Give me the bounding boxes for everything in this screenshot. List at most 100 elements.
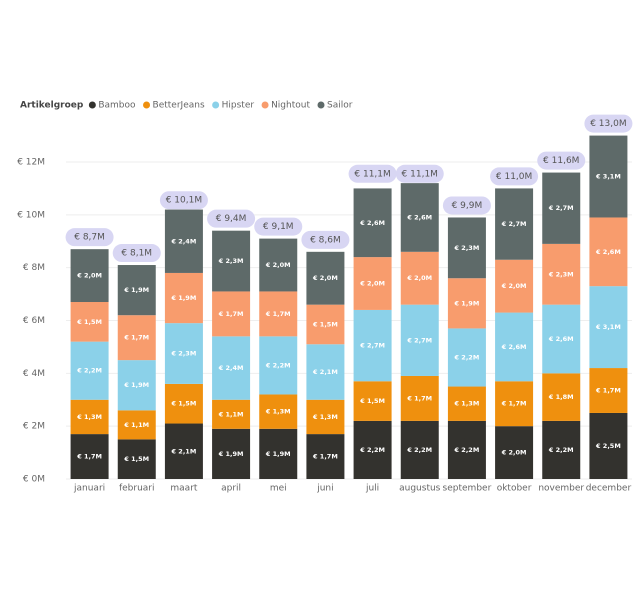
data-label: € 2,4M [171, 237, 197, 245]
data-label: € 2,0M [76, 272, 102, 280]
data-label: € 3,1M [595, 173, 621, 181]
legend-marker [261, 101, 269, 109]
bar-segment [164, 209, 203, 273]
bar-segment [70, 249, 109, 303]
bar-segment [495, 312, 534, 382]
bar-segment [589, 135, 628, 218]
bar-segment [400, 375, 439, 421]
data-label: € 2,0M [406, 274, 432, 282]
y-tick-label: € 0M [23, 475, 45, 485]
x-tick-label: juni [316, 484, 333, 494]
data-label: € 1,7M [218, 310, 244, 318]
bar-segment [117, 360, 156, 411]
bar-segment [212, 428, 251, 479]
bar-segment [306, 344, 345, 400]
data-label: € 2,2M [359, 446, 385, 454]
data-label: € 2,6M [595, 248, 621, 256]
bar-segment [164, 323, 203, 384]
bar-segment [589, 412, 628, 479]
data-label: € 1,7M [595, 387, 621, 395]
data-label: € 1,5M [123, 455, 149, 463]
bar-segment [306, 399, 345, 435]
data-label: € 2,1M [312, 368, 338, 376]
y-tick-label: € 8M [23, 263, 45, 273]
bar-segment [542, 243, 581, 305]
data-label: € 1,7M [406, 394, 432, 402]
data-label: € 2,6M [406, 213, 432, 221]
bar-segment [117, 315, 156, 361]
data-label: € 2,7M [501, 220, 527, 228]
total-label: € 8,6M [310, 235, 341, 245]
data-label: € 2,6M [501, 343, 527, 351]
bar-segment [589, 217, 628, 287]
data-label: € 2,0M [265, 261, 291, 269]
y-tick-label: € 2M [23, 422, 45, 432]
total-label: € 9,9M [452, 201, 483, 211]
bar-segment [70, 341, 109, 400]
data-label: € 2,5M [595, 442, 621, 450]
data-label: € 2,7M [406, 336, 432, 344]
bar-segment [447, 386, 486, 421]
x-tick-label: mei [270, 484, 287, 494]
bar-segment [353, 188, 392, 258]
total-bubble [301, 230, 350, 249]
data-label: € 2,2M [406, 446, 432, 454]
bar-segment [447, 328, 486, 387]
data-label: € 2,2M [454, 446, 480, 454]
bar-segment [259, 394, 298, 429]
data-label: € 1,1M [218, 410, 244, 418]
total-label: € 11,0M [496, 172, 532, 182]
x-tick-label: september [443, 484, 492, 494]
y-tick-label: € 10M [17, 210, 45, 220]
total-label: € 9,1M [263, 222, 294, 232]
bar-segment [447, 217, 486, 279]
legend-label: BetterJeans [153, 101, 205, 111]
data-label: € 1,3M [312, 413, 338, 421]
data-label: € 1,7M [76, 453, 102, 461]
bar-segment [589, 368, 628, 413]
x-tick-label: januari [73, 484, 105, 494]
data-label: € 1,7M [312, 453, 338, 461]
total-label: € 10,1M [166, 196, 202, 206]
bar-segment [400, 420, 439, 479]
bar-segment [259, 428, 298, 479]
x-tick-label: april [221, 484, 241, 494]
total-bubble [490, 167, 539, 186]
bar-segment [164, 272, 203, 324]
bar-segment [353, 381, 392, 421]
data-label: € 1,8M [548, 393, 574, 401]
total-bubble [207, 209, 256, 228]
bar-segment [353, 420, 392, 479]
bar-segment [495, 381, 534, 427]
total-bubble [65, 228, 114, 247]
bar-segment [212, 230, 251, 292]
legend-title: Artikelgroep [20, 101, 84, 111]
bar-segment [117, 439, 156, 479]
total-label: € 9,4M [216, 214, 247, 224]
data-label: € 2,7M [359, 342, 385, 350]
bar-segment [353, 257, 392, 310]
data-label: € 1,7M [501, 400, 527, 408]
bar-segment [542, 373, 581, 421]
total-bubble [348, 164, 397, 183]
bar-segment [400, 304, 439, 376]
total-bubble [254, 217, 303, 236]
data-label: € 1,9M [171, 294, 197, 302]
x-tick-label: november [538, 484, 584, 494]
data-label: € 1,5M [76, 318, 102, 326]
bar-segment [306, 434, 345, 479]
y-tick-label: € 4M [23, 369, 45, 379]
data-label: € 2,3M [548, 270, 574, 278]
bar-segment [117, 410, 156, 440]
bar-segment [259, 291, 298, 337]
y-tick-label: € 6M [23, 316, 45, 326]
data-label: € 1,9M [123, 286, 149, 294]
bar-segment [212, 291, 251, 337]
data-label: € 1,7M [265, 310, 291, 318]
total-bubble [159, 191, 208, 210]
data-label: € 1,3M [454, 400, 480, 408]
legend-marker [88, 101, 96, 109]
total-label: € 8,1M [121, 249, 152, 259]
data-label: € 2,3M [171, 350, 197, 358]
